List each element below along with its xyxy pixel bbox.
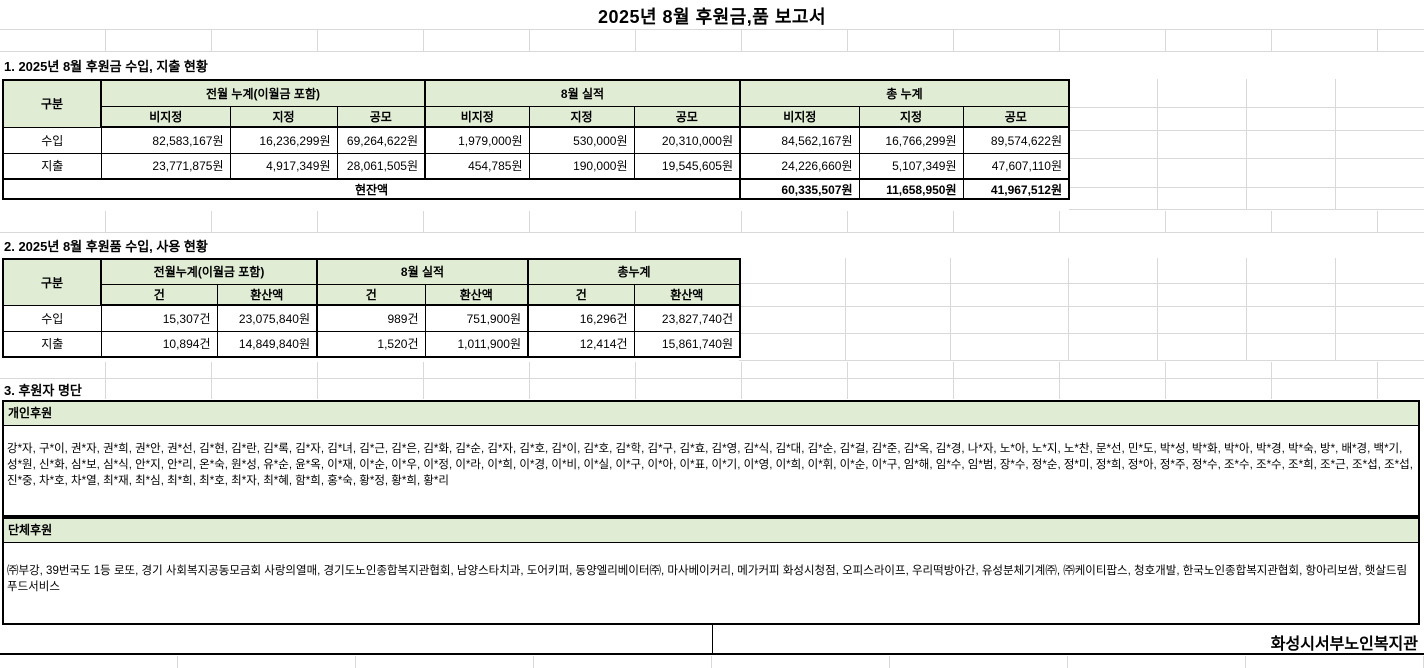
cell: 20,310,000원	[633, 126, 741, 154]
col-group-prev-total: 전월누계(이월금 포함)	[100, 258, 318, 285]
donation-money-table: 구분 전월 누계(이월금 포함) 8월 실적 총 누계 비지정 지정 공모 비지…	[2, 79, 1070, 200]
page-title: 2025년 8월 후원금,품 보고서	[597, 7, 827, 27]
cell: 1,011,900원	[424, 330, 529, 358]
col-header: 공모	[336, 105, 426, 128]
section3-heading: 3. 후원자 명단	[4, 383, 82, 398]
col-header: 공모	[633, 105, 741, 128]
cell: 24,226,660원	[739, 152, 860, 180]
col-header: 환산액	[216, 283, 318, 306]
organization-name: 화성시서부노인복지관	[1270, 636, 1418, 653]
organization-donors-names: ㈜부강, 39번국도 1등 로또, 경기 사회복지공동모금회 사랑의열매, 경기…	[7, 565, 1408, 593]
col-header-category: 구분	[2, 79, 102, 128]
cell: 12,414건	[527, 330, 635, 358]
cell: 23,827,740건	[633, 304, 741, 332]
col-header: 지정	[858, 105, 964, 128]
section1-heading: 1. 2025년 8월 후원금 수입, 지출 현황	[4, 59, 208, 74]
col-header: 환산액	[424, 283, 529, 306]
row-label-expense: 지출	[2, 152, 102, 180]
individual-donors-header: 개인후원	[4, 402, 1418, 426]
cell: 989건	[316, 304, 426, 332]
row-label-expense: 지출	[2, 330, 102, 358]
individual-donors-names: 강*자, 구*이, 권*자, 권*희, 권*안, 권*선, 김*현, 김*란, …	[7, 443, 1413, 487]
individual-donors-box: 개인후원 강*자, 구*이, 권*자, 권*희, 권*안, 권*선, 김*현, …	[2, 400, 1420, 517]
gridline	[0, 29, 1424, 52]
balance-value: 60,335,507원	[739, 178, 860, 200]
cell: 15,861,740원	[633, 330, 741, 358]
cell-border	[712, 625, 713, 653]
col-header: 지정	[229, 105, 338, 128]
table-row: 현잔액 60,335,507원 11,658,950원 41,967,512원	[2, 178, 1070, 200]
table-row: 수입 15,307건 23,075,840원 989건 751,900원 16,…	[2, 304, 741, 332]
cell: 19,545,605원	[633, 152, 741, 180]
col-group-grand-total: 총 누계	[739, 79, 1070, 107]
table-row: 지출 23,771,875원 4,917,349원 28,061,505원 45…	[2, 152, 1070, 180]
balance-label: 현잔액	[2, 178, 741, 200]
cell: 89,574,622원	[962, 126, 1070, 154]
organization-donors-box: 단체후원 ㈜부강, 39번국도 1등 로또, 경기 사회복지공동모금회 사랑의열…	[2, 517, 1420, 625]
donation-goods-table: 구분 전월누계(이월금 포함) 8월 실적 총누계 건 환산액 건 환산액 건 …	[2, 258, 741, 358]
table-row: 지출 10,894건 14,849,840원 1,520건 1,011,900원…	[2, 330, 741, 358]
cell: 23,075,840원	[216, 304, 318, 332]
col-header: 건	[527, 283, 635, 306]
gridline	[0, 656, 1424, 668]
gridline	[0, 379, 1424, 399]
col-group-august: 8월 실적	[424, 79, 741, 107]
col-header: 비지정	[424, 105, 530, 128]
col-group-grand-total: 총누계	[527, 258, 741, 285]
cell: 84,562,167원	[739, 126, 860, 154]
table-row: 수입 82,583,167원 16,236,299원 69,264,622원 1…	[2, 126, 1070, 154]
cell: 1,979,000원	[424, 126, 530, 154]
cell: 5,107,349원	[858, 152, 964, 180]
section2-heading: 2. 2025년 8월 후원품 수입, 사용 현황	[4, 239, 208, 254]
cell: 454,785원	[424, 152, 530, 180]
balance-value: 41,967,512원	[962, 178, 1070, 200]
col-header: 환산액	[633, 283, 741, 306]
col-header: 건	[100, 283, 218, 306]
cell: 14,849,840원	[216, 330, 318, 358]
col-header: 건	[316, 283, 426, 306]
col-header-category: 구분	[2, 258, 102, 306]
cell: 16,236,299원	[229, 126, 338, 154]
col-header: 지정	[528, 105, 635, 128]
cell: 530,000원	[528, 126, 635, 154]
col-group-prev-total: 전월 누계(이월금 포함)	[100, 79, 426, 107]
col-header: 공모	[962, 105, 1070, 128]
row-label-income: 수입	[2, 126, 102, 154]
cell: 190,000원	[528, 152, 635, 180]
cell: 82,583,167원	[100, 126, 231, 154]
cell: 1,520건	[316, 330, 426, 358]
cell: 4,917,349원	[229, 152, 338, 180]
cell: 10,894건	[100, 330, 218, 358]
balance-value: 11,658,950원	[858, 178, 964, 200]
cell: 69,264,622원	[336, 126, 426, 154]
cell: 16,296건	[527, 304, 635, 332]
gridline	[0, 362, 1424, 379]
col-header: 비지정	[739, 105, 860, 128]
cell: 15,307건	[100, 304, 218, 332]
organization-donors-header: 단체후원	[4, 519, 1418, 543]
col-header: 비지정	[100, 105, 231, 128]
cell: 28,061,505원	[336, 152, 426, 180]
cell: 16,766,299원	[858, 126, 964, 154]
gridline	[0, 211, 1424, 233]
cell: 47,607,110원	[962, 152, 1070, 180]
col-group-august: 8월 실적	[316, 258, 529, 285]
bottom-rule	[0, 653, 1424, 655]
cell: 751,900원	[424, 304, 529, 332]
cell: 23,771,875원	[100, 152, 231, 180]
row-label-income: 수입	[2, 304, 102, 332]
